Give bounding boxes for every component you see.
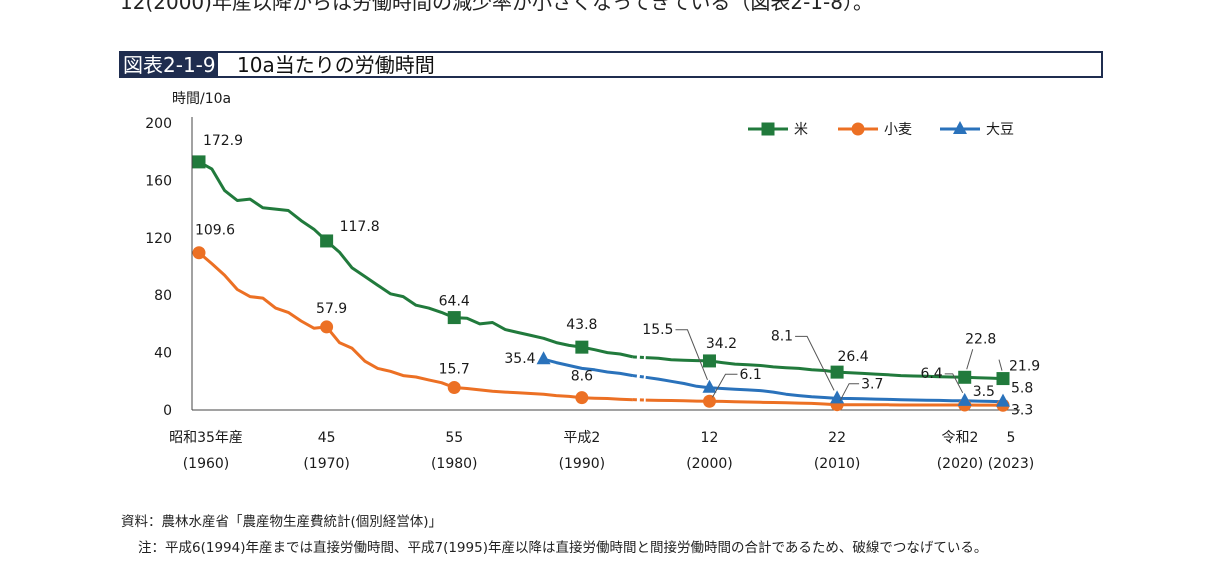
leader-line [839, 383, 860, 401]
data-marker-0 [958, 370, 972, 384]
data-marker-0 [575, 340, 589, 354]
data-label: 3.5 [973, 384, 995, 400]
data-marker-0 [702, 354, 716, 368]
series-line-2 [645, 375, 1004, 404]
data-marker-1 [575, 391, 589, 405]
leader-line [966, 349, 974, 370]
legend-label: 大豆 [986, 122, 1014, 138]
x-tick-year-label: (2010) [814, 456, 861, 472]
data-marker-1 [320, 320, 334, 334]
x-tick-label: 令和2 [942, 430, 979, 446]
y-tick-label: 40 [154, 346, 172, 362]
y-axis-unit-label: 時間/10a [172, 91, 231, 107]
x-tick-label: 55 [445, 430, 463, 446]
data-label: 6.1 [739, 367, 761, 383]
figure-id: 図表2-1-9 [121, 53, 218, 77]
data-label: 22.8 [965, 331, 996, 347]
x-tick-label: 昭和35年産 [169, 430, 243, 446]
data-label: 15.7 [439, 361, 470, 377]
legend-marker [761, 122, 775, 136]
data-label: 64.4 [439, 294, 470, 310]
data-label: 109.6 [195, 223, 235, 239]
data-marker-1 [702, 394, 716, 408]
leader-line [998, 359, 1003, 371]
data-label: 57.9 [316, 301, 347, 317]
series-break-dash-0 [632, 355, 646, 360]
data-marker-1 [192, 246, 206, 260]
data-marker-0 [320, 234, 334, 248]
x-tick-label: 平成2 [563, 430, 600, 446]
leader-line [944, 373, 964, 394]
data-label: 8.6 [571, 369, 593, 385]
data-label: 172.9 [203, 133, 243, 149]
data-label: 5.8 [1011, 381, 1033, 397]
legend-label: 米 [794, 122, 808, 138]
x-tick-year-label: (2023) [988, 456, 1035, 472]
y-tick-label: 120 [145, 231, 172, 247]
data-marker-0 [447, 311, 461, 325]
legend-marker [953, 121, 967, 134]
x-tick-label: 5 [1007, 430, 1016, 446]
series-break-dash-2 [632, 374, 646, 379]
data-label: 3.7 [861, 377, 883, 393]
figure-title: 10a当たりの労働時間 [237, 53, 435, 77]
data-label: 34.2 [706, 336, 737, 352]
x-tick-year-label: (2020) [937, 456, 984, 472]
data-label: 26.4 [838, 349, 869, 365]
data-marker-0 [830, 365, 844, 379]
x-tick-year-label: (1970) [303, 456, 350, 472]
data-marker-2 [996, 393, 1010, 407]
data-marker-1 [447, 380, 461, 394]
y-tick-label: 80 [154, 288, 172, 304]
series-line-2 [543, 357, 634, 378]
x-tick-label: 45 [318, 430, 336, 446]
footnote: 注：平成6(1994)年産までは直接労働時間、平成7(1995)年産以降は直接労… [138, 540, 988, 556]
series-line-1 [198, 251, 633, 402]
series-line-0 [198, 160, 634, 359]
x-tick-label: 12 [701, 430, 719, 446]
data-label: 21.9 [1009, 359, 1040, 375]
data-label: 8.1 [771, 328, 793, 344]
legend-label: 小麦 [884, 122, 912, 138]
x-tick-year-label: (1980) [431, 456, 478, 472]
data-marker-2 [536, 351, 551, 365]
data-label: 43.8 [566, 317, 597, 333]
x-tick-year-label: (2000) [686, 456, 733, 472]
leader-line [795, 335, 835, 391]
data-marker-0 [996, 372, 1010, 386]
legend-marker [851, 122, 865, 136]
data-label: 6.4 [920, 366, 942, 382]
leader-line [675, 329, 708, 380]
preceding-body-text: 12(2000)年産以降からは労働時間の減少率が小さくなってきている（図表2-1… [120, 0, 873, 14]
y-tick-label: 160 [145, 173, 172, 189]
series-line-0 [645, 356, 1004, 381]
y-tick-label: 200 [145, 116, 172, 132]
data-label: 35.4 [504, 351, 535, 367]
data-marker-0 [192, 155, 206, 169]
data-label: 15.5 [642, 322, 673, 338]
source-note: 資料：農林水産省「農産物生産費統計(個別経営体)」 [121, 514, 443, 530]
data-label: 117.8 [340, 219, 380, 235]
x-tick-year-label: (1990) [559, 456, 606, 472]
y-tick-label: 0 [163, 403, 172, 419]
data-marker-2 [702, 379, 717, 393]
data-label: 3.3 [1011, 402, 1033, 418]
x-tick-year-label: (1960) [183, 456, 230, 472]
figure-title-box: 図表2-1-9 10a当たりの労働時間 [119, 51, 1103, 78]
data-marker-2 [957, 392, 972, 406]
x-tick-label: 22 [828, 430, 846, 446]
leader-line [712, 373, 738, 398]
